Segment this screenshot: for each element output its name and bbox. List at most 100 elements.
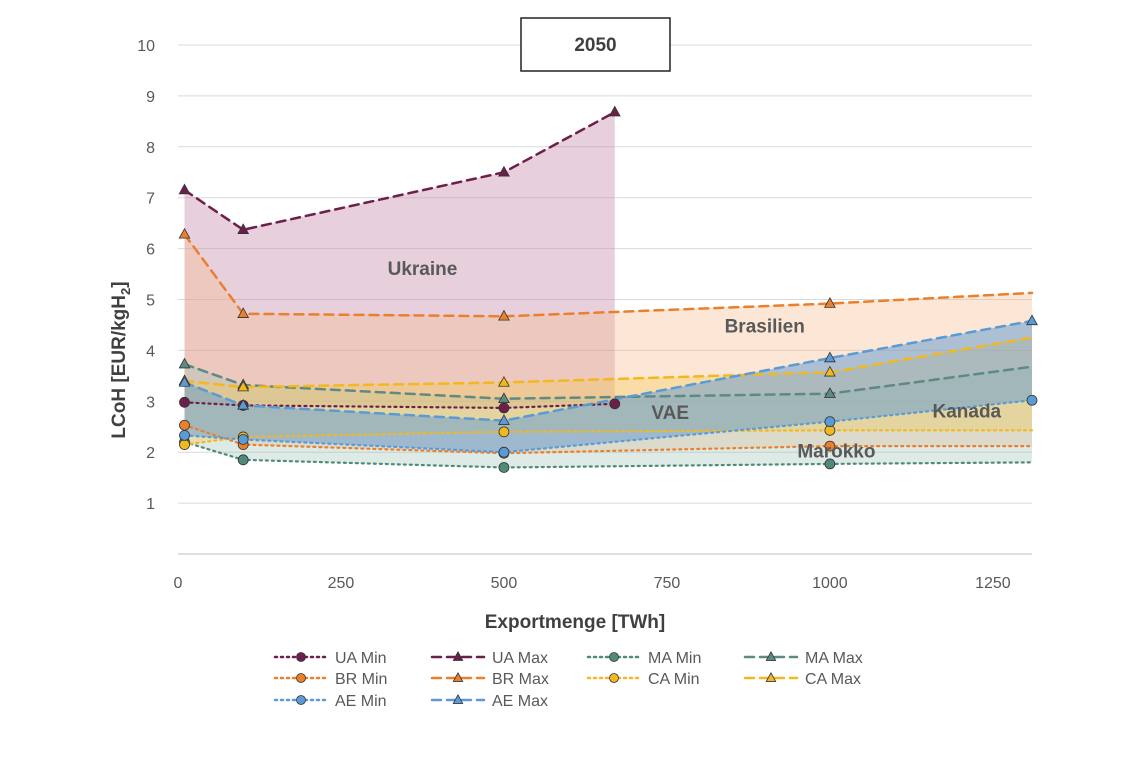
y-tick-label: 1 — [146, 496, 155, 513]
y-tick-label: 10 — [137, 38, 155, 55]
series-markers — [178, 105, 1038, 473]
y-axis-title: LCoH [EUR/kgH2] — [109, 281, 133, 438]
y-tick-label: 7 — [146, 191, 155, 208]
legend-marker — [765, 672, 777, 682]
legend-item-ma-max: MA Max — [743, 650, 863, 667]
legend-item-ua-max: UA Max — [430, 650, 548, 667]
legend: UA Min UA Max MA Min MA Max BR Min BR Max CA M… — [273, 650, 863, 710]
data-point-br-max — [237, 307, 250, 318]
data-point-ca-max — [823, 365, 836, 377]
grid-lines — [178, 44, 1032, 555]
legend-label: AE Max — [492, 693, 548, 710]
axis-ticks: 1 2 3 4 5 6 7 8 9 10 0 250 500 750 1000 1250 — [137, 38, 1011, 592]
x-tick-label: 750 — [654, 575, 681, 592]
data-point-ae-max — [237, 398, 250, 410]
y-tick-label: 9 — [146, 89, 155, 106]
series-line-br-min — [183, 424, 1034, 455]
data-point-ae-min — [179, 430, 190, 441]
data-point-ma-min — [237, 454, 249, 466]
data-point-ae-min — [498, 446, 510, 458]
band-ukraine — [184, 112, 615, 408]
data-point-ua-min — [179, 396, 190, 408]
legend-marker — [296, 673, 306, 683]
legend-label: UA Min — [335, 650, 387, 667]
region-label-marokko: Marokko — [797, 441, 875, 462]
y-tick-label: 4 — [146, 343, 155, 360]
data-point-ma-max — [823, 387, 836, 398]
data-point-ua-min — [609, 398, 621, 410]
data-point-br-max — [498, 309, 510, 321]
y-tick-label: 2 — [146, 445, 155, 462]
legend-label: AE Min — [335, 693, 387, 710]
region-label-vae: VAE — [651, 403, 689, 424]
y-tick-label: 5 — [146, 293, 155, 310]
legend-marker — [452, 651, 464, 661]
x-tick-label: 0 — [174, 575, 183, 592]
data-point-ua-max — [237, 223, 250, 234]
region-label-brasilien: Brasilien — [725, 317, 805, 338]
x-axis-title: Exportmenge [TWh] — [485, 612, 666, 633]
data-point-ma-max — [498, 392, 510, 403]
series-line-ua-min — [183, 401, 616, 410]
data-point-ca-min — [179, 439, 190, 450]
data-point-ae-max — [823, 351, 836, 363]
y-tick-label: 3 — [146, 394, 155, 411]
data-point-ua-min — [498, 402, 510, 414]
data-point-ae-min — [1026, 394, 1038, 406]
data-point-ae-max — [178, 375, 191, 387]
region-labels: Ukraine Brasilien VAE Kanada Marokko — [388, 259, 1002, 462]
chart-title-box: 2050 — [520, 17, 671, 72]
data-point-ua-max — [608, 105, 621, 117]
data-point-ua-max — [498, 165, 510, 177]
x-tick-label: 1250 — [975, 575, 1011, 592]
range-bands — [184, 112, 1032, 468]
data-point-ae-max — [498, 414, 510, 425]
y-tick-label: 8 — [146, 140, 155, 157]
data-point-ca-max — [237, 380, 250, 392]
legend-marker — [765, 651, 777, 661]
data-point-ae-min — [237, 434, 249, 445]
band-vae — [184, 320, 1032, 453]
legend-item-ae-max: AE Max — [430, 693, 548, 710]
legend-label: BR Max — [492, 671, 549, 688]
y-tick-label: 6 — [146, 242, 155, 259]
y-axis-title-main: LCoH [EUR/kgH — [109, 295, 130, 439]
series-line-ma-min — [183, 440, 1034, 469]
legend-label: MA Min — [648, 650, 701, 667]
data-point-br-max — [178, 227, 191, 239]
region-label-kanada: Kanada — [932, 402, 1001, 423]
legend-label: UA Max — [492, 650, 548, 667]
data-point-ae-max — [1026, 314, 1038, 326]
data-point-ua-max — [178, 183, 191, 195]
legend-label: MA Max — [805, 650, 863, 667]
legend-item-br-max: BR Max — [430, 671, 549, 688]
data-point-ae-min — [824, 416, 836, 428]
chart-title: 2050 — [574, 35, 616, 56]
data-point-br-max — [823, 297, 836, 308]
data-point-ma-max — [178, 357, 191, 369]
legend-marker — [609, 652, 619, 662]
x-tick-label: 250 — [328, 575, 355, 592]
data-point-ca-min — [498, 426, 510, 438]
region-label-ukraine: Ukraine — [388, 259, 458, 280]
legend-item-ca-min: CA Min — [586, 671, 700, 688]
series-line-ua-max — [183, 110, 617, 232]
legend-marker — [452, 694, 464, 704]
data-point-ma-min — [498, 462, 510, 473]
data-point-ma-min — [824, 458, 836, 470]
data-point-ca-max — [498, 375, 510, 387]
legend-marker — [452, 672, 464, 682]
x-tick-label: 1000 — [812, 575, 848, 592]
legend-item-ma-min: MA Min — [586, 650, 701, 667]
y-axis-title-subscript: 2 — [118, 288, 133, 295]
legend-marker — [609, 673, 619, 683]
legend-item-ae-min: AE Min — [273, 693, 387, 710]
legend-item-ua-min: UA Min — [273, 650, 387, 667]
legend-label: CA Min — [648, 671, 700, 688]
legend-item-ca-max: CA Max — [743, 671, 861, 688]
legend-marker — [296, 695, 306, 705]
legend-label: CA Max — [805, 671, 861, 688]
data-point-br-min — [179, 419, 190, 431]
